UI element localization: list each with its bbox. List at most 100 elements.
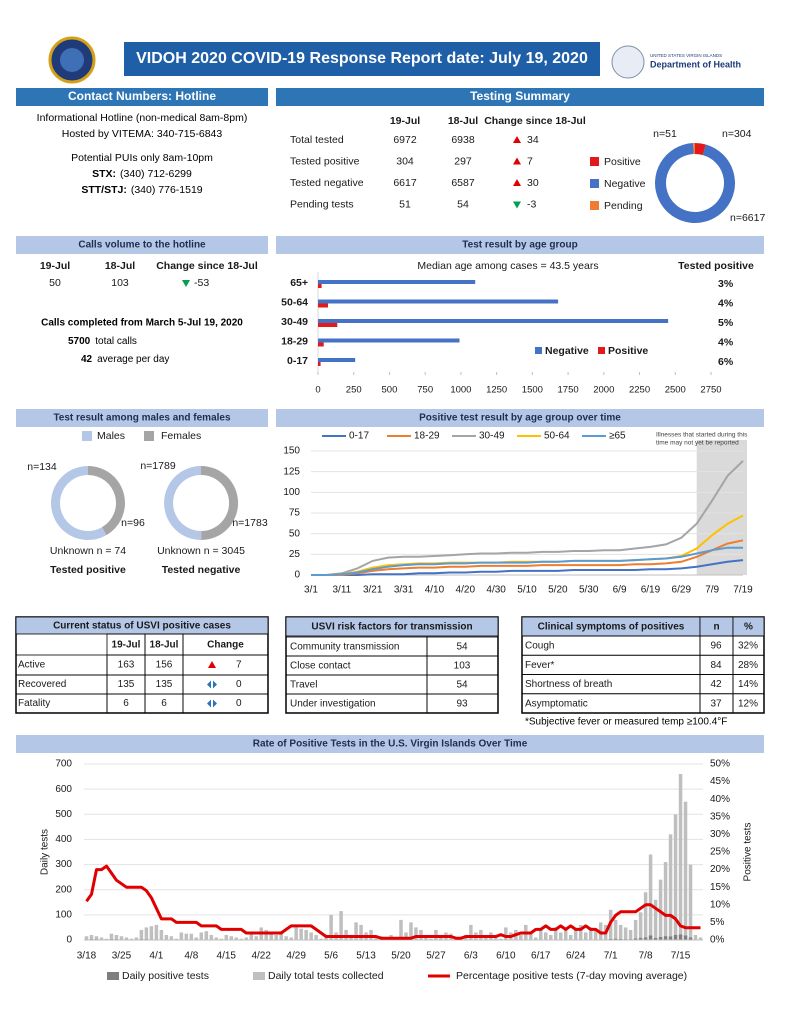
legend-swatch (107, 972, 119, 980)
up-arrow (208, 661, 216, 668)
y-tick-label: 125 (283, 466, 300, 477)
bar (269, 932, 273, 940)
cell: 103 (454, 661, 471, 672)
legend-label: ≥65 (609, 431, 626, 442)
bar (399, 919, 403, 940)
bar (648, 854, 653, 940)
section-bar (16, 88, 268, 106)
bar (159, 929, 164, 940)
bar (494, 937, 498, 940)
column-header: 18-Jul (150, 640, 179, 651)
column-header: Change (207, 640, 244, 651)
section-title: Contact Numbers: Hotline (68, 89, 216, 103)
section-bar (16, 409, 268, 427)
bar (129, 938, 134, 940)
bar (199, 932, 204, 940)
bar (89, 934, 94, 940)
y2-tick-label: 5% (710, 917, 725, 928)
y-tick-label: 30-49 (281, 316, 308, 328)
series-line (311, 546, 743, 576)
bar (314, 934, 318, 940)
section-title: Testing Summary (470, 89, 570, 103)
bar (164, 934, 169, 940)
cell: 297 (454, 155, 472, 167)
agency-line: UNITED STATES VIRGIN ISLANDS (650, 53, 722, 58)
x-tick-label: 4/30 (486, 585, 506, 596)
bar (344, 929, 348, 940)
down-arrow (182, 280, 190, 287)
bar (479, 929, 483, 940)
bar (254, 936, 258, 940)
contact-line: STT/STJ: (340) 776-1519 (81, 184, 202, 196)
bar (224, 934, 229, 940)
cell: 42 (710, 679, 722, 690)
series-line (85, 864, 701, 940)
donut-label: n=1789 (140, 460, 175, 472)
row-label: Total tested (290, 134, 344, 146)
y-tick-label: 100 (283, 487, 300, 498)
bar (339, 911, 343, 940)
bar (499, 938, 503, 940)
row-label: Travel (290, 680, 317, 691)
cell: 135 (118, 679, 135, 690)
x-tick-label: 5/20 (391, 951, 411, 962)
bar (568, 934, 573, 940)
x-tick-label: 4/10 (425, 585, 445, 596)
row-label: Fatality (18, 698, 50, 709)
bar (693, 934, 698, 940)
x-tick-label: 2750 (700, 385, 721, 396)
x-tick-label: 3/1 (304, 585, 318, 596)
calls-completed: Calls completed from March 5-Jul 19, 202… (41, 318, 243, 329)
column-header: Change since 18-Jul (156, 260, 258, 272)
x-tick-label: 5/20 (548, 585, 568, 596)
bar (289, 937, 293, 940)
y-tick-label: 50-64 (281, 296, 308, 308)
x-tick-label: 0 (315, 385, 320, 396)
bar (414, 927, 418, 940)
y-tick-label: 700 (55, 759, 72, 770)
legend-label: 50-64 (544, 431, 570, 442)
column-header: Change since 18-Jul (484, 115, 586, 127)
cell: -53 (194, 277, 209, 289)
x-tick-label: 4/20 (456, 585, 476, 596)
x-tick-label: 1500 (522, 385, 543, 396)
bar (194, 937, 199, 940)
bar (319, 938, 323, 940)
bar (424, 937, 428, 940)
cell: 37 (710, 698, 722, 709)
x-tick-label: 3/18 (77, 951, 97, 962)
column-header: n (713, 622, 719, 633)
legend-swatch (253, 972, 265, 980)
cell: 6938 (451, 134, 475, 146)
cell: 34 (527, 134, 539, 146)
agency-name: Department of Health (650, 59, 741, 69)
x-tick-label: 6/24 (566, 951, 586, 962)
x-tick-label: 3/25 (112, 951, 132, 962)
cell: 103 (111, 277, 129, 289)
donut-segment (51, 466, 107, 540)
bar (299, 928, 303, 940)
row-label: Cough (525, 641, 554, 652)
bar (563, 929, 568, 940)
bar (548, 934, 553, 940)
cell: 54 (456, 680, 468, 691)
section-bar (276, 236, 764, 254)
row-label: Pending tests (290, 198, 354, 210)
footnote: *Subjective fever or measured temp ≥100.… (525, 717, 727, 728)
bar (274, 934, 278, 940)
bar (318, 299, 559, 304)
cell: 28% (738, 660, 758, 671)
bar (504, 927, 508, 940)
legend-label: Males (97, 430, 125, 442)
bar (434, 929, 438, 940)
y-tick-label: 50 (289, 528, 301, 539)
x-tick-label: 5/10 (517, 585, 537, 596)
x-tick-label: 3/31 (394, 585, 414, 596)
y2-tick-label: 40% (710, 794, 730, 805)
doh-logo (611, 45, 645, 79)
legend-label: Negative (545, 345, 589, 357)
legend-label: Positive (608, 345, 648, 357)
x-tick-label: 4/15 (217, 951, 237, 962)
bar (318, 319, 669, 323)
